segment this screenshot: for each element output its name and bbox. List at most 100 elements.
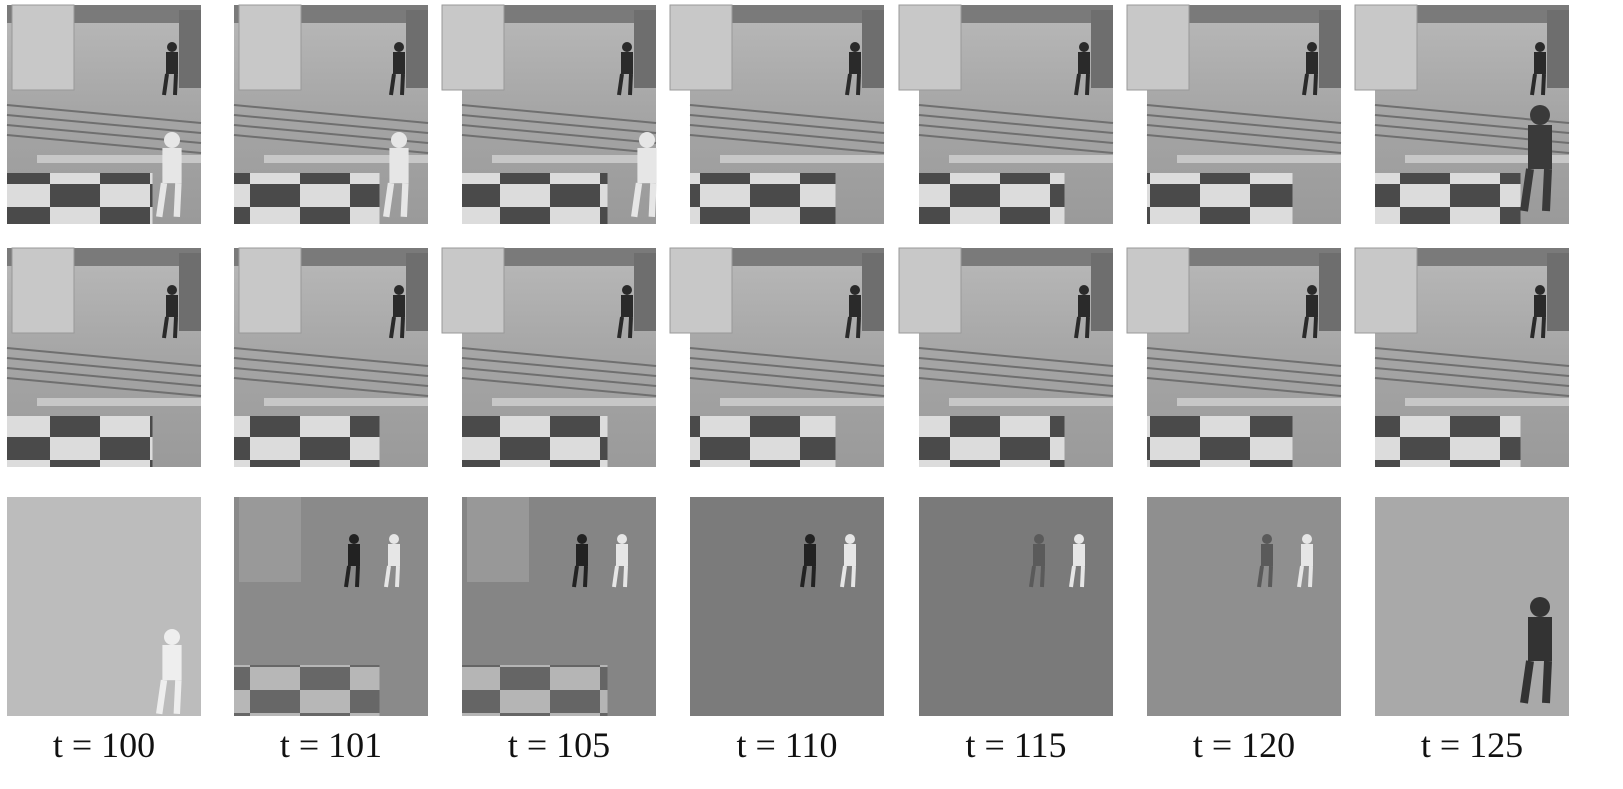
frame-caption: t = 110 xyxy=(737,725,838,765)
pillar xyxy=(442,5,504,90)
frame-caption: t = 101 xyxy=(280,725,382,765)
wall-right xyxy=(1319,253,1341,331)
person-body xyxy=(637,148,656,183)
person-head xyxy=(1079,42,1089,52)
person-head xyxy=(1302,534,1312,544)
pillar xyxy=(12,5,74,90)
frame xyxy=(899,248,1113,467)
person-head xyxy=(389,534,399,544)
wall-right xyxy=(1091,253,1113,331)
frame xyxy=(899,5,1113,224)
pillar xyxy=(1127,248,1189,333)
wall-right xyxy=(406,253,428,331)
person-head xyxy=(1034,534,1044,544)
wall-right xyxy=(179,10,201,88)
frame xyxy=(442,248,656,467)
frame-bg xyxy=(7,497,201,716)
person-body xyxy=(616,544,628,566)
frame xyxy=(442,5,657,224)
person-body xyxy=(1534,295,1546,317)
frame xyxy=(1375,497,1569,716)
frame xyxy=(1355,5,1569,224)
person-body xyxy=(1078,52,1090,74)
person-head xyxy=(167,42,177,52)
person-head xyxy=(1307,42,1317,52)
person-head xyxy=(1530,105,1550,125)
ghost-pillar xyxy=(239,497,301,582)
osd-band xyxy=(1405,398,1569,406)
checker-floor xyxy=(7,173,153,224)
checker-floor xyxy=(690,416,836,467)
wall-right xyxy=(1547,10,1569,88)
person-head xyxy=(394,285,404,295)
checker-floor xyxy=(1147,173,1293,224)
person-body xyxy=(1301,544,1313,566)
checker-floor xyxy=(234,173,380,224)
person-body xyxy=(1261,544,1273,566)
osd-band xyxy=(37,398,201,406)
person-body xyxy=(621,52,633,74)
person-body xyxy=(844,544,856,566)
checker-floor xyxy=(919,416,1065,467)
person-head xyxy=(1079,285,1089,295)
frame xyxy=(462,497,656,716)
pillar xyxy=(670,248,732,333)
person-body xyxy=(849,52,861,74)
pillar xyxy=(12,248,74,333)
osd-band xyxy=(264,398,428,406)
frame xyxy=(7,497,201,716)
pillar xyxy=(239,248,301,333)
person-head xyxy=(1307,285,1317,295)
frame-caption: t = 105 xyxy=(508,725,610,765)
frame-caption: t = 125 xyxy=(1421,725,1523,765)
person-body xyxy=(1033,544,1045,566)
person-body xyxy=(393,295,405,317)
osd-band xyxy=(720,155,884,163)
checker-floor xyxy=(1375,416,1521,467)
checker-floor xyxy=(462,416,608,467)
frame xyxy=(234,497,428,716)
frame xyxy=(670,248,884,467)
person-head xyxy=(1535,285,1545,295)
osd-band xyxy=(492,398,656,406)
osd-band xyxy=(720,398,884,406)
wall-right xyxy=(1319,10,1341,88)
wall-right xyxy=(179,253,201,331)
checker-floor xyxy=(919,173,1065,224)
pillar xyxy=(899,248,961,333)
person-head xyxy=(164,629,180,645)
frame xyxy=(7,248,201,467)
checker-floor xyxy=(1147,416,1293,467)
pillar xyxy=(670,5,732,90)
person-head xyxy=(639,132,655,148)
wall-right xyxy=(634,10,656,88)
frame-bg xyxy=(919,497,1113,716)
pillar xyxy=(239,5,301,90)
person-head xyxy=(617,534,627,544)
checker-floor xyxy=(234,416,380,467)
person-body xyxy=(1078,295,1090,317)
wall-right xyxy=(634,253,656,331)
person-body xyxy=(162,645,181,680)
pillar xyxy=(1355,5,1417,90)
person-head xyxy=(167,285,177,295)
person-body xyxy=(348,544,360,566)
ghost-checker xyxy=(234,665,380,716)
person-body xyxy=(389,148,408,183)
person-body xyxy=(1534,52,1546,74)
person-head xyxy=(1530,597,1550,617)
person-body xyxy=(1306,295,1318,317)
person-head xyxy=(391,132,407,148)
checker-floor xyxy=(7,416,153,467)
person-body xyxy=(1528,617,1552,661)
frame-caption: t = 115 xyxy=(966,725,1067,765)
ghost-checker xyxy=(462,665,608,716)
wall-right xyxy=(1547,253,1569,331)
osd-band xyxy=(949,155,1113,163)
pillar xyxy=(1127,5,1189,90)
person-body xyxy=(162,148,181,183)
person-body xyxy=(166,295,178,317)
frame xyxy=(670,5,884,224)
osd-band xyxy=(949,398,1113,406)
pillar xyxy=(1355,248,1417,333)
